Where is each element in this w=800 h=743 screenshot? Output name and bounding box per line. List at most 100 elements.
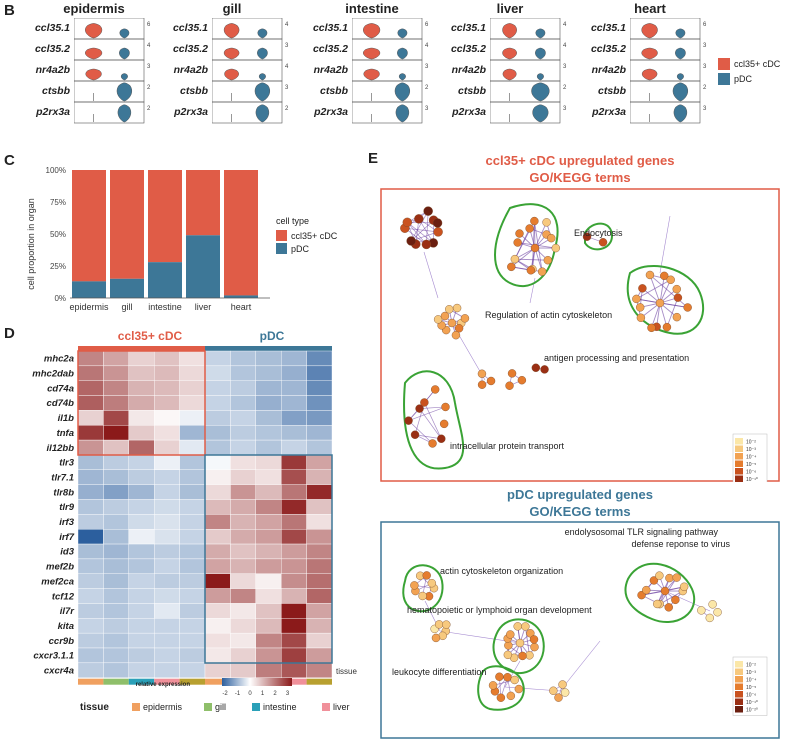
- network-node: [440, 311, 450, 321]
- heatmap-cell: [255, 618, 282, 634]
- network-node: [460, 314, 470, 323]
- heatmap-cell: [230, 543, 256, 560]
- heatmap-cell: [128, 632, 155, 649]
- pdc-title-line2: GO/KEGG terms: [529, 504, 631, 519]
- violin-axis-tick: 2: [563, 85, 567, 91]
- heatmap-cell: [281, 573, 307, 589]
- violin-cell-frame: [630, 38, 701, 61]
- violin-cell-frame: [212, 80, 283, 103]
- heatmap-cell: [281, 380, 307, 396]
- heatmap-cell: [306, 543, 333, 560]
- network-node: [517, 376, 527, 385]
- heatmap-cell: [204, 439, 231, 456]
- heatmap-cell: [281, 603, 307, 619]
- violin-shape-pdc: [117, 104, 132, 123]
- cdc-block-outline: [77, 350, 206, 456]
- heatmap-gene-label: irf7: [59, 532, 75, 543]
- network-node: [636, 313, 646, 322]
- heatmap-cell: [230, 514, 256, 530]
- bar-segment-pdc-gill: [110, 278, 144, 298]
- heatmap-cell: [281, 632, 307, 649]
- network-node: [526, 629, 535, 638]
- chart-x-tick-label: gill: [121, 302, 132, 312]
- term-defense-virus: defense reponse to virus: [631, 539, 730, 549]
- heatmap-cell: [204, 543, 231, 560]
- network-edge: [659, 215, 671, 274]
- legend-label: ccl35+ cDC: [734, 59, 781, 69]
- heatmap-cell: [153, 603, 180, 619]
- violin-axis-tick: 6: [147, 22, 151, 28]
- organ-title-liver: liver: [496, 1, 524, 16]
- pvalue-scale-swatch: [735, 453, 743, 460]
- tissue-track-cell: [281, 678, 307, 685]
- heatmap-cell: [128, 588, 155, 604]
- violin-gene-label: ccl35.2: [172, 43, 208, 55]
- network-edge: [419, 406, 446, 409]
- network-node: [506, 691, 516, 701]
- network-node: [683, 303, 692, 312]
- network-node: [477, 369, 487, 378]
- network-node: [558, 680, 567, 689]
- heatmap-cell: [128, 499, 155, 515]
- violin-shape-pdc: [395, 104, 410, 123]
- network-node: [410, 581, 419, 590]
- heatmap-cell: [103, 514, 130, 530]
- network-node: [664, 603, 673, 612]
- heatmap-cell: [179, 588, 206, 604]
- violin-shape-cdc: [641, 47, 658, 60]
- violin-gene-label: ctsbb: [457, 85, 486, 97]
- panel-letter-e: E: [368, 150, 379, 167]
- heatmap-cell: [281, 588, 307, 604]
- heatmap-cell: [128, 528, 155, 545]
- violin-shape-pdc: [116, 82, 133, 102]
- heatmap-cell: [77, 395, 104, 411]
- heatmap-cell: [179, 499, 206, 515]
- tissue-legend-swatch: [204, 703, 212, 711]
- violin-axis-tick: 6: [425, 22, 429, 28]
- heatmap-cell: [153, 365, 180, 381]
- heatmap-cell: [204, 365, 231, 381]
- violin-shape-cdc: [85, 47, 103, 60]
- pvalue-scale-swatch: [735, 468, 743, 475]
- violin-axis-tick: 4: [563, 22, 567, 28]
- heatmap-cell: [103, 528, 130, 545]
- heatmap-cell: [128, 543, 155, 560]
- organ-title-gill: gill: [222, 1, 242, 16]
- violin-axis-tick: 2: [425, 85, 429, 91]
- network-node: [666, 275, 675, 284]
- violin-gene-label: ccl35.1: [34, 22, 70, 34]
- heatmap-cell: [255, 647, 282, 664]
- heatmap-cell: [281, 528, 307, 545]
- violin-axis-tick: 3: [285, 43, 289, 49]
- heatmap-cell: [153, 543, 180, 560]
- term-hematopoietic: hematopoietic or lymphoid organ developm…: [407, 605, 592, 615]
- network-edge: [414, 434, 442, 440]
- network-node: [549, 686, 558, 695]
- heatmap-cell: [179, 662, 206, 678]
- cdc-network-panel: Endocytosis Regulation of actin cytoskel…: [380, 188, 780, 482]
- violin-cell-frame: [490, 18, 561, 40]
- violin-shape-pdc: [120, 73, 128, 81]
- chart-x-tick-label: intestine: [148, 302, 182, 312]
- heatmap-gene-label: id3: [60, 547, 74, 558]
- heatmap-cell: [128, 469, 155, 485]
- network-node: [510, 254, 520, 264]
- heatmap-cell: [255, 484, 282, 500]
- heatmap-cell: [306, 588, 333, 604]
- network-edge: [659, 279, 672, 304]
- color-scale-label: relative expression: [136, 682, 191, 688]
- network-node: [531, 363, 541, 372]
- heatmap-cell: [77, 588, 104, 604]
- violin-cell-frame: [74, 38, 145, 61]
- heatmap-group-bar-pdc: [205, 346, 332, 351]
- heatmap-cell: [230, 558, 256, 574]
- violin-gene-label: nr4a2b: [451, 64, 486, 76]
- heatmap-cell: [179, 632, 206, 649]
- violin-gene-label: nr4a2b: [173, 64, 208, 76]
- legend-swatch: [718, 58, 730, 70]
- heatmap-cell: [77, 603, 104, 619]
- heatmap-cell: [255, 365, 282, 381]
- network-edge: [511, 247, 536, 268]
- network-node: [515, 638, 525, 648]
- heatmap-cell: [103, 439, 130, 456]
